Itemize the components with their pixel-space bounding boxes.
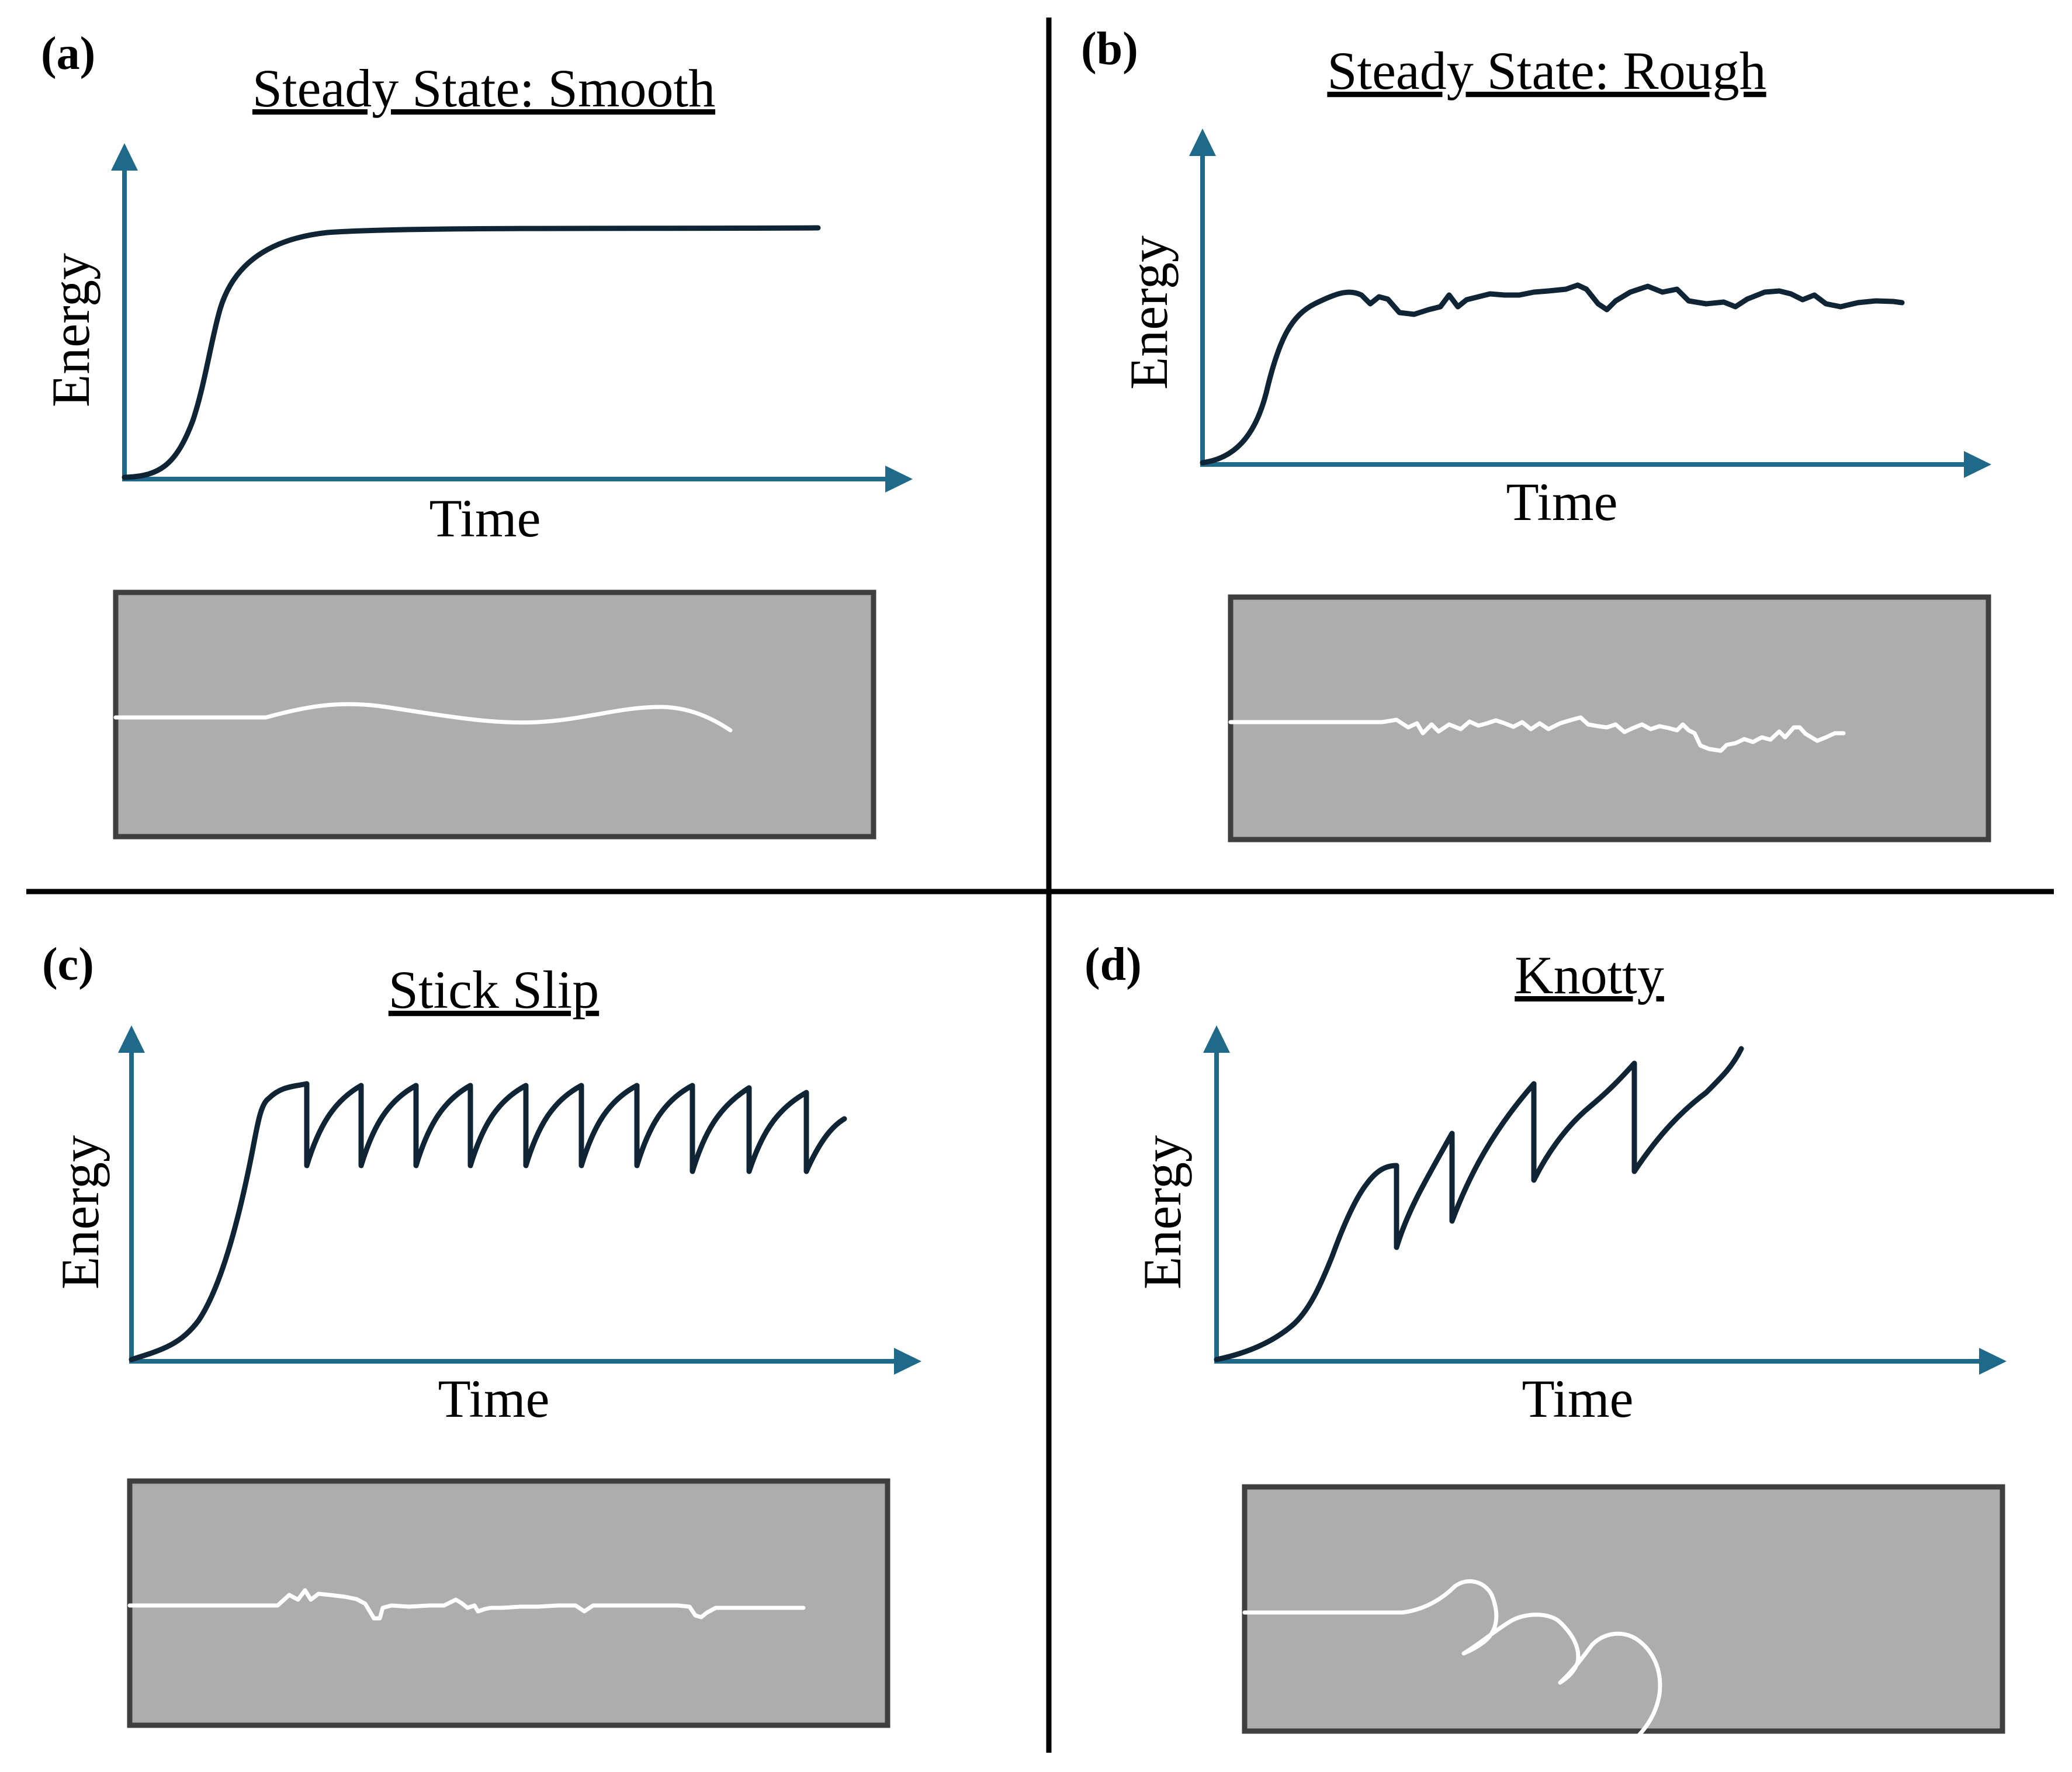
panel-d-x-arrowhead bbox=[1979, 1348, 2007, 1375]
panel-b-specimen bbox=[1228, 594, 1991, 842]
panel-d-axes bbox=[1203, 1025, 2007, 1375]
panel-b-y-arrowhead bbox=[1189, 129, 1216, 156]
panel-c-title: Stick Slip bbox=[389, 960, 599, 1019]
panel-d-label: (d) bbox=[1084, 939, 1142, 990]
panel-c-specimen bbox=[127, 1478, 891, 1728]
panel-d-title: Knotty bbox=[1515, 945, 1664, 1005]
panel-a-y-label: Energy bbox=[41, 253, 101, 407]
panel-c-crack bbox=[127, 1588, 806, 1621]
panel-c: (c) Stick Slip Energy Time bbox=[42, 939, 921, 1728]
panel-b: (b) Steady State: Rough Energy Time bbox=[1081, 23, 1991, 842]
panel-b-y-label: Energy bbox=[1119, 235, 1179, 390]
panel-b-title: Steady State: Rough bbox=[1327, 41, 1766, 100]
panel-d-energy-curve bbox=[1214, 1046, 1744, 1362]
panel-a-label: (a) bbox=[41, 28, 95, 79]
panel-b-energy-curve bbox=[1200, 282, 1905, 466]
panel-d-x-label: Time bbox=[1522, 1369, 1634, 1428]
panel-d-y-arrowhead bbox=[1203, 1025, 1230, 1053]
panel-a-x-arrowhead bbox=[885, 466, 913, 493]
panel-a-crack bbox=[113, 702, 733, 733]
panel-c-x-arrowhead bbox=[894, 1348, 921, 1375]
panel-a-y-arrowhead bbox=[111, 143, 138, 171]
panel-b-x-label: Time bbox=[1506, 472, 1618, 532]
panel-b-crack bbox=[1228, 715, 1846, 753]
panel-c-x-label: Time bbox=[438, 1369, 550, 1428]
panel-b-label: (b) bbox=[1081, 23, 1138, 75]
panel-a-axes bbox=[111, 143, 913, 493]
panel-c-y-label: Energy bbox=[50, 1135, 110, 1289]
panel-d: (d) Knotty Energy Time bbox=[1084, 939, 2007, 1740]
panel-d-crack bbox=[1242, 1579, 1662, 1740]
panel-a: (a) Steady State: Smooth Energy Time bbox=[41, 28, 913, 840]
panel-a-energy-curve bbox=[122, 225, 821, 480]
panel-d-y-label: Energy bbox=[1132, 1135, 1192, 1289]
panel-a-title: Steady State: Smooth bbox=[252, 58, 715, 118]
panel-c-axes bbox=[118, 1025, 921, 1375]
panel-c-y-arrowhead bbox=[118, 1025, 145, 1053]
panel-b-x-arrowhead bbox=[1964, 451, 1991, 478]
panel-a-x-label: Time bbox=[429, 488, 541, 548]
panel-d-specimen bbox=[1242, 1484, 2005, 1734]
panel-c-label: (c) bbox=[42, 939, 94, 990]
panel-b-axes bbox=[1189, 129, 1991, 478]
panel-a-specimen bbox=[113, 589, 876, 840]
panel-c-energy-curve bbox=[129, 1081, 847, 1362]
